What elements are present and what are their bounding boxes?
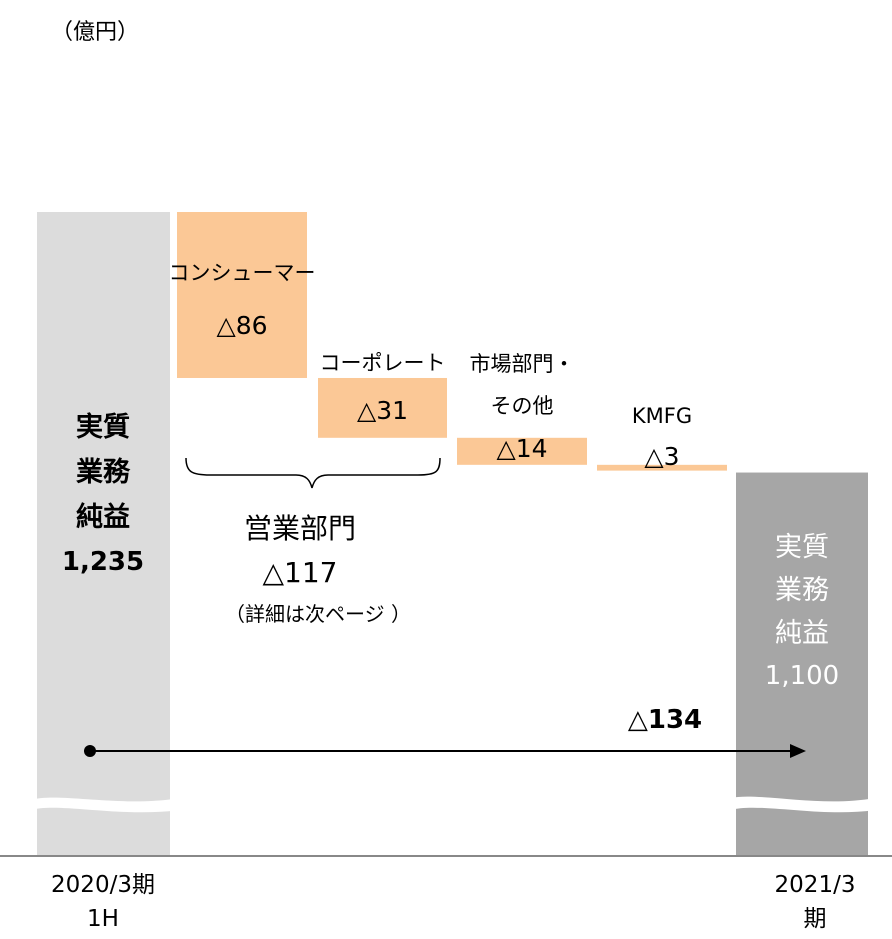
axis-break <box>30 796 875 813</box>
total-bar <box>736 472 868 856</box>
value-label: △3 <box>644 442 680 471</box>
category-label: 市場部門・ その他 <box>469 352 575 418</box>
total-bar <box>37 212 170 856</box>
value-label: △31 <box>356 396 409 425</box>
brace <box>185 457 441 489</box>
value-label: 1,235 <box>61 547 145 577</box>
delta-bar <box>597 464 727 471</box>
category-label: KMFG <box>631 404 693 428</box>
category-label: コーポレート <box>319 351 446 375</box>
category-label: コンシューマー <box>168 261 316 285</box>
x-tick-label: 2021/3期 1H <box>774 872 856 932</box>
delta-bar <box>318 377 447 438</box>
annotation-note: （詳細は次ページ ） <box>225 602 411 626</box>
annotation: 営業部門 △117 <box>243 512 357 589</box>
value-label: 1,100 <box>764 661 840 691</box>
value-label: △14 <box>496 434 548 463</box>
value-label: △86 <box>216 311 268 340</box>
x-tick-label: 2020/3期 1H <box>51 872 155 932</box>
total-label: 実質 業務 純益 <box>76 412 130 533</box>
total-label: 実質 業務 純益 <box>775 532 829 649</box>
annotation: △134 <box>627 705 703 735</box>
arrow-head <box>790 744 806 758</box>
delta-bar <box>457 437 587 465</box>
unit-label: （億円） <box>50 20 140 45</box>
delta-bar <box>177 212 307 378</box>
